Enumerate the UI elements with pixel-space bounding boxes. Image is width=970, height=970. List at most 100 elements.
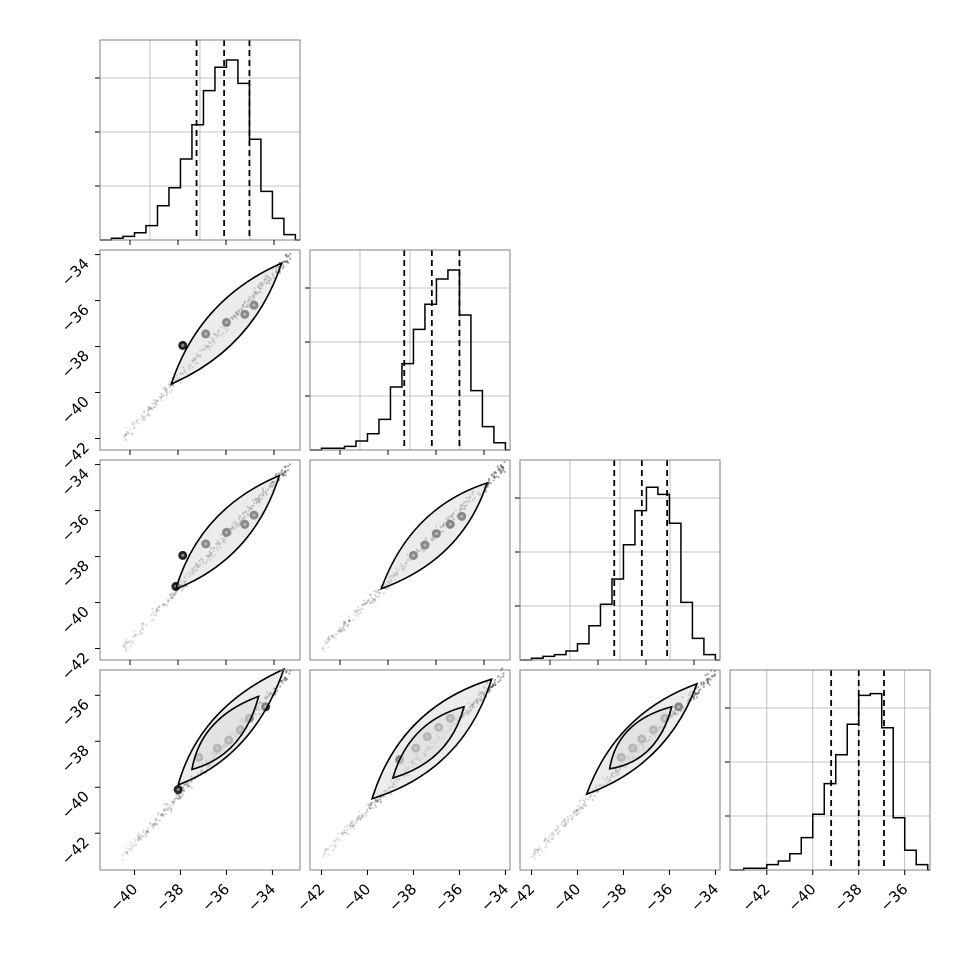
sample-point — [695, 693, 699, 696]
sample-point — [170, 810, 173, 813]
y-tick-label: −38 — [58, 741, 93, 776]
sample-point — [369, 593, 372, 597]
sample-point — [500, 667, 504, 670]
sample-point — [140, 631, 143, 634]
sample-point — [382, 592, 385, 595]
sample-point — [147, 406, 151, 409]
sample-point — [131, 423, 135, 426]
sample-point — [355, 821, 358, 824]
sample-point — [148, 413, 151, 416]
sample-point — [165, 387, 168, 390]
sample-point — [159, 813, 163, 816]
sample-point — [338, 838, 341, 842]
panel-2-2 — [305, 249, 511, 455]
sample-point — [695, 696, 698, 699]
sample-point — [373, 803, 377, 807]
sample-point — [560, 823, 563, 826]
sample-point — [492, 474, 496, 477]
sample-point — [536, 848, 539, 852]
sample-point — [352, 824, 355, 827]
sample-point — [147, 414, 151, 417]
sample-point — [373, 589, 376, 593]
sample-point — [341, 832, 344, 835]
sample-point — [279, 685, 282, 688]
sample-point — [121, 858, 125, 861]
sample-point — [339, 627, 342, 630]
sample-point — [353, 823, 356, 827]
sample-point — [172, 800, 175, 804]
sample-point — [497, 467, 500, 470]
sample-point — [361, 603, 364, 607]
sample-point — [132, 634, 136, 637]
sample-point — [280, 471, 283, 474]
sample-point — [165, 392, 168, 395]
sample-point — [164, 388, 167, 391]
panel-3-1: −42 −40 −38 −36 −34 — [58, 459, 301, 684]
sample-point — [703, 682, 706, 685]
sample-point — [494, 684, 497, 687]
sample-point — [170, 596, 173, 599]
sample-point — [341, 626, 345, 629]
sample-point — [358, 810, 361, 813]
sample-point — [546, 840, 549, 843]
x-tick-label: −34 — [687, 880, 722, 915]
sample-point — [128, 844, 131, 847]
density-point-core — [181, 343, 185, 348]
sample-point — [341, 832, 344, 835]
sample-point — [343, 831, 347, 834]
sample-point — [284, 677, 287, 680]
sample-point — [152, 611, 155, 614]
sample-point — [582, 803, 586, 807]
x-tick-label: −36 — [198, 880, 233, 915]
sample-point — [151, 407, 154, 410]
sample-point — [162, 604, 165, 607]
sample-point — [152, 823, 155, 826]
panel-4-3: −42 −40 −38 −36 −34 — [503, 669, 722, 915]
sample-point — [361, 603, 364, 606]
sample-point — [140, 628, 144, 631]
sample-point — [154, 817, 157, 821]
sample-point — [534, 848, 537, 852]
sample-point — [362, 599, 366, 602]
sample-point — [533, 848, 536, 851]
sample-point — [321, 855, 324, 858]
sample-point — [557, 831, 560, 835]
sample-point — [706, 680, 710, 683]
contour-line — [190, 695, 260, 771]
sample-point — [357, 816, 361, 819]
sample-point — [365, 814, 368, 818]
sample-point — [165, 802, 168, 805]
sample-point — [351, 825, 354, 828]
sample-point — [538, 854, 541, 857]
sample-point — [169, 804, 172, 808]
sample-point — [370, 802, 373, 805]
sample-point — [127, 847, 130, 851]
sample-point — [131, 422, 135, 425]
sample-point — [346, 624, 350, 627]
sample-point — [697, 692, 700, 695]
sample-point — [339, 628, 342, 631]
sample-point — [587, 798, 590, 801]
sample-point — [288, 463, 292, 466]
sample-point — [178, 795, 181, 799]
sample-point — [165, 808, 168, 812]
sample-point — [497, 680, 500, 683]
sample-point — [167, 598, 170, 601]
sample-point — [156, 607, 159, 610]
sample-point — [533, 853, 536, 856]
sample-point — [325, 641, 328, 644]
sample-point — [171, 594, 175, 597]
sample-point — [375, 595, 378, 599]
panel-3-3 — [515, 459, 721, 665]
sample-point — [124, 640, 127, 643]
sample-point — [184, 585, 188, 588]
sample-point — [331, 849, 335, 852]
sample-point — [578, 808, 581, 811]
x-tick-label: −36 — [431, 880, 466, 915]
sample-point — [571, 818, 574, 821]
sample-point — [342, 622, 346, 625]
sample-point — [157, 399, 160, 402]
x-tick-label: −42 — [503, 880, 538, 915]
sample-point — [376, 800, 379, 803]
sample-point — [584, 804, 587, 807]
